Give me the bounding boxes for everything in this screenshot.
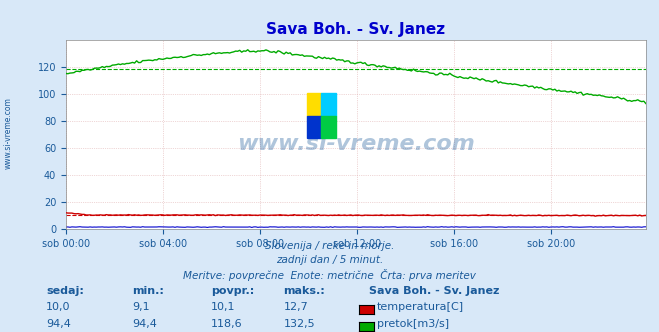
Text: 9,1: 9,1 (132, 302, 150, 312)
Text: min.:: min.: (132, 286, 163, 296)
Text: 12,7: 12,7 (283, 302, 308, 312)
Text: povpr.:: povpr.: (211, 286, 254, 296)
Text: maks.:: maks.: (283, 286, 325, 296)
Text: 118,6: 118,6 (211, 319, 243, 329)
Text: www.si-vreme.com: www.si-vreme.com (3, 97, 13, 169)
Text: zadnji dan / 5 minut.: zadnji dan / 5 minut. (276, 255, 383, 265)
Text: Slovenija / reke in morje.: Slovenija / reke in morje. (265, 241, 394, 251)
Bar (321, 93, 335, 116)
Text: 132,5: 132,5 (283, 319, 315, 329)
Bar (321, 116, 335, 138)
Bar (306, 116, 321, 138)
Text: 94,4: 94,4 (46, 319, 71, 329)
Text: sedaj:: sedaj: (46, 286, 84, 296)
Bar (306, 93, 321, 116)
Text: Sava Boh. - Sv. Janez: Sava Boh. - Sv. Janez (369, 286, 500, 296)
Text: 94,4: 94,4 (132, 319, 157, 329)
Text: www.si-vreme.com: www.si-vreme.com (237, 134, 474, 154)
Text: 10,1: 10,1 (211, 302, 235, 312)
Text: Meritve: povprečne  Enote: metrične  Črta: prva meritev: Meritve: povprečne Enote: metrične Črta:… (183, 269, 476, 281)
Text: 10,0: 10,0 (46, 302, 71, 312)
Title: Sava Boh. - Sv. Janez: Sava Boh. - Sv. Janez (266, 22, 445, 37)
Text: temperatura[C]: temperatura[C] (377, 302, 464, 312)
Text: pretok[m3/s]: pretok[m3/s] (377, 319, 449, 329)
